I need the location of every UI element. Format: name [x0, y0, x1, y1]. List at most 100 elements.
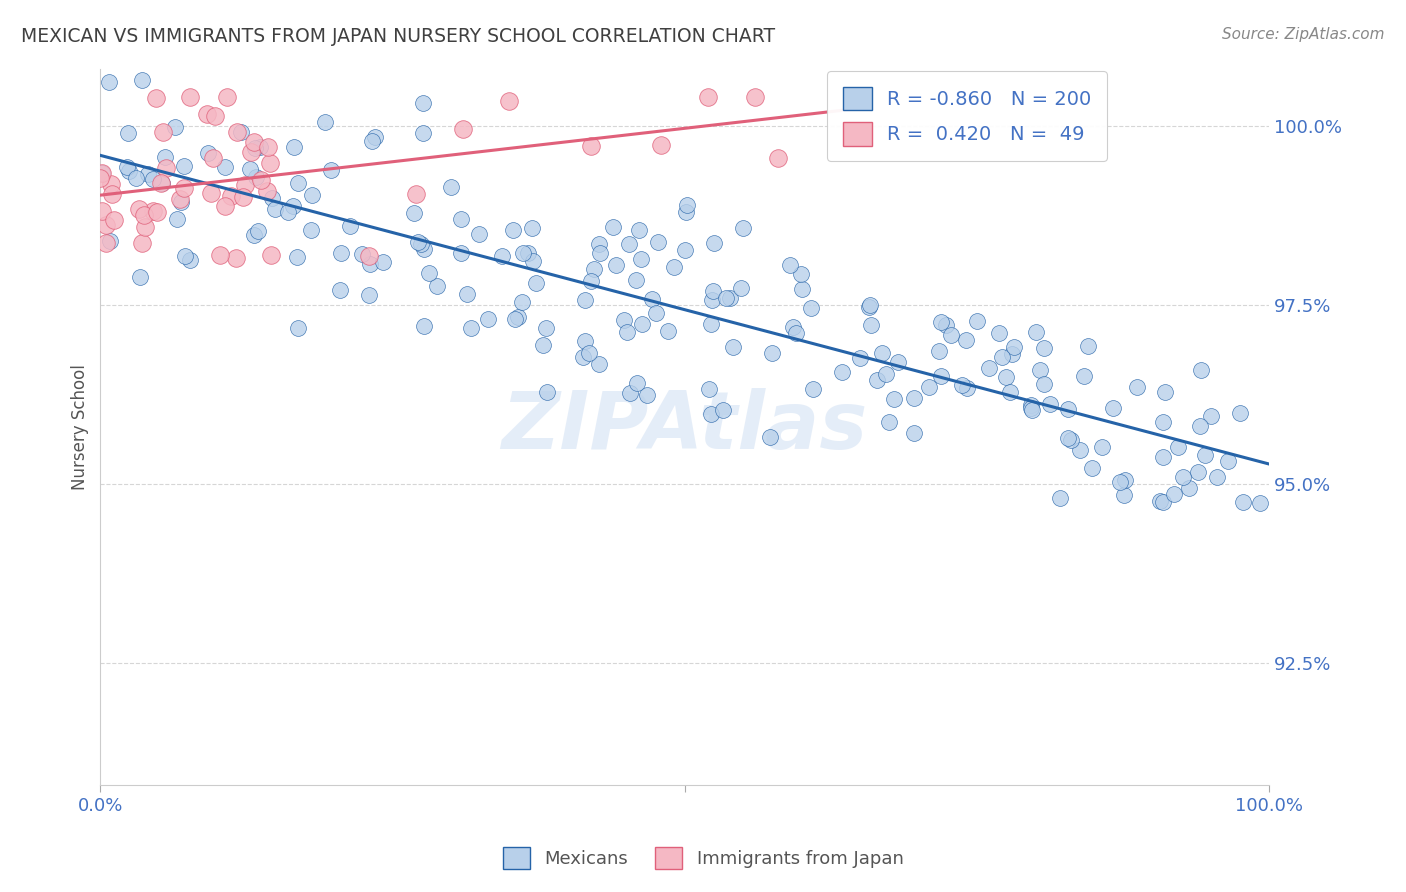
Point	[173, 249, 195, 263]
Point	[927, 344, 949, 359]
Point	[1149, 494, 1171, 508]
Point	[506, 310, 529, 324]
Point	[721, 340, 744, 354]
Point	[1194, 448, 1216, 462]
Point	[169, 192, 191, 206]
Point	[239, 145, 262, 159]
Point	[1025, 325, 1047, 339]
Point	[510, 294, 533, 309]
Point	[1077, 339, 1099, 353]
Point	[785, 326, 807, 341]
Point	[321, 163, 343, 178]
Point	[136, 167, 159, 181]
Point	[714, 292, 737, 306]
Legend: Mexicans, Immigrants from Japan: Mexicans, Immigrants from Japan	[495, 839, 911, 876]
Point	[1033, 377, 1056, 392]
Point	[627, 223, 650, 237]
Point	[195, 107, 218, 121]
Point	[128, 270, 150, 285]
Point	[536, 384, 558, 399]
Point	[468, 227, 491, 241]
Point	[352, 247, 374, 261]
Point	[287, 176, 309, 190]
Point	[285, 250, 308, 264]
Point	[170, 194, 193, 209]
Point	[1229, 406, 1251, 420]
Point	[1232, 494, 1254, 508]
Point	[402, 206, 425, 220]
Point	[613, 312, 636, 326]
Point	[956, 381, 979, 395]
Point	[929, 369, 952, 384]
Point	[456, 286, 478, 301]
Point	[866, 373, 889, 387]
Point	[450, 245, 472, 260]
Point	[179, 90, 201, 104]
Point	[117, 160, 139, 174]
Point	[132, 208, 155, 222]
Point	[225, 251, 247, 265]
Text: ZIPAtlas: ZIPAtlas	[502, 388, 868, 466]
Point	[491, 248, 513, 262]
Point	[412, 95, 434, 110]
Point	[405, 186, 427, 201]
Point	[1060, 434, 1083, 448]
Point	[581, 274, 603, 288]
Point	[243, 141, 266, 155]
Point	[636, 388, 658, 402]
Point	[359, 288, 381, 302]
Point	[301, 187, 323, 202]
Point	[849, 351, 872, 365]
Point	[166, 211, 188, 226]
Point	[1109, 475, 1132, 489]
Point	[125, 171, 148, 186]
Point	[534, 320, 557, 334]
Point	[239, 162, 262, 177]
Point	[782, 320, 804, 334]
Point	[299, 223, 322, 237]
Point	[150, 176, 173, 190]
Point	[155, 161, 177, 175]
Point	[339, 219, 361, 233]
Point	[616, 325, 638, 339]
Point	[233, 178, 256, 192]
Point	[1069, 442, 1091, 457]
Point	[262, 191, 284, 205]
Point	[626, 376, 648, 391]
Point	[131, 72, 153, 87]
Point	[941, 328, 963, 343]
Point	[512, 245, 534, 260]
Point	[359, 250, 381, 264]
Point	[903, 425, 925, 440]
Point	[91, 166, 114, 180]
Point	[225, 125, 247, 139]
Point	[134, 220, 156, 235]
Point	[146, 205, 169, 219]
Point	[242, 135, 264, 149]
Point	[1081, 461, 1104, 475]
Point	[697, 383, 720, 397]
Point	[281, 199, 304, 213]
Point	[718, 291, 741, 305]
Point	[245, 169, 267, 184]
Point	[100, 177, 122, 191]
Point	[1153, 385, 1175, 400]
Point	[657, 324, 679, 338]
Point	[1152, 495, 1174, 509]
Point	[588, 236, 610, 251]
Point	[256, 184, 278, 198]
Point	[744, 90, 766, 104]
Point	[100, 187, 122, 202]
Point	[870, 346, 893, 360]
Point	[179, 253, 201, 268]
Point	[1189, 362, 1212, 376]
Point	[498, 94, 520, 108]
Point	[578, 346, 600, 360]
Point	[409, 237, 432, 252]
Point	[1028, 363, 1050, 377]
Point	[647, 235, 669, 249]
Point	[1163, 487, 1185, 501]
Point	[645, 306, 668, 320]
Point	[1126, 380, 1149, 394]
Point	[1049, 491, 1071, 505]
